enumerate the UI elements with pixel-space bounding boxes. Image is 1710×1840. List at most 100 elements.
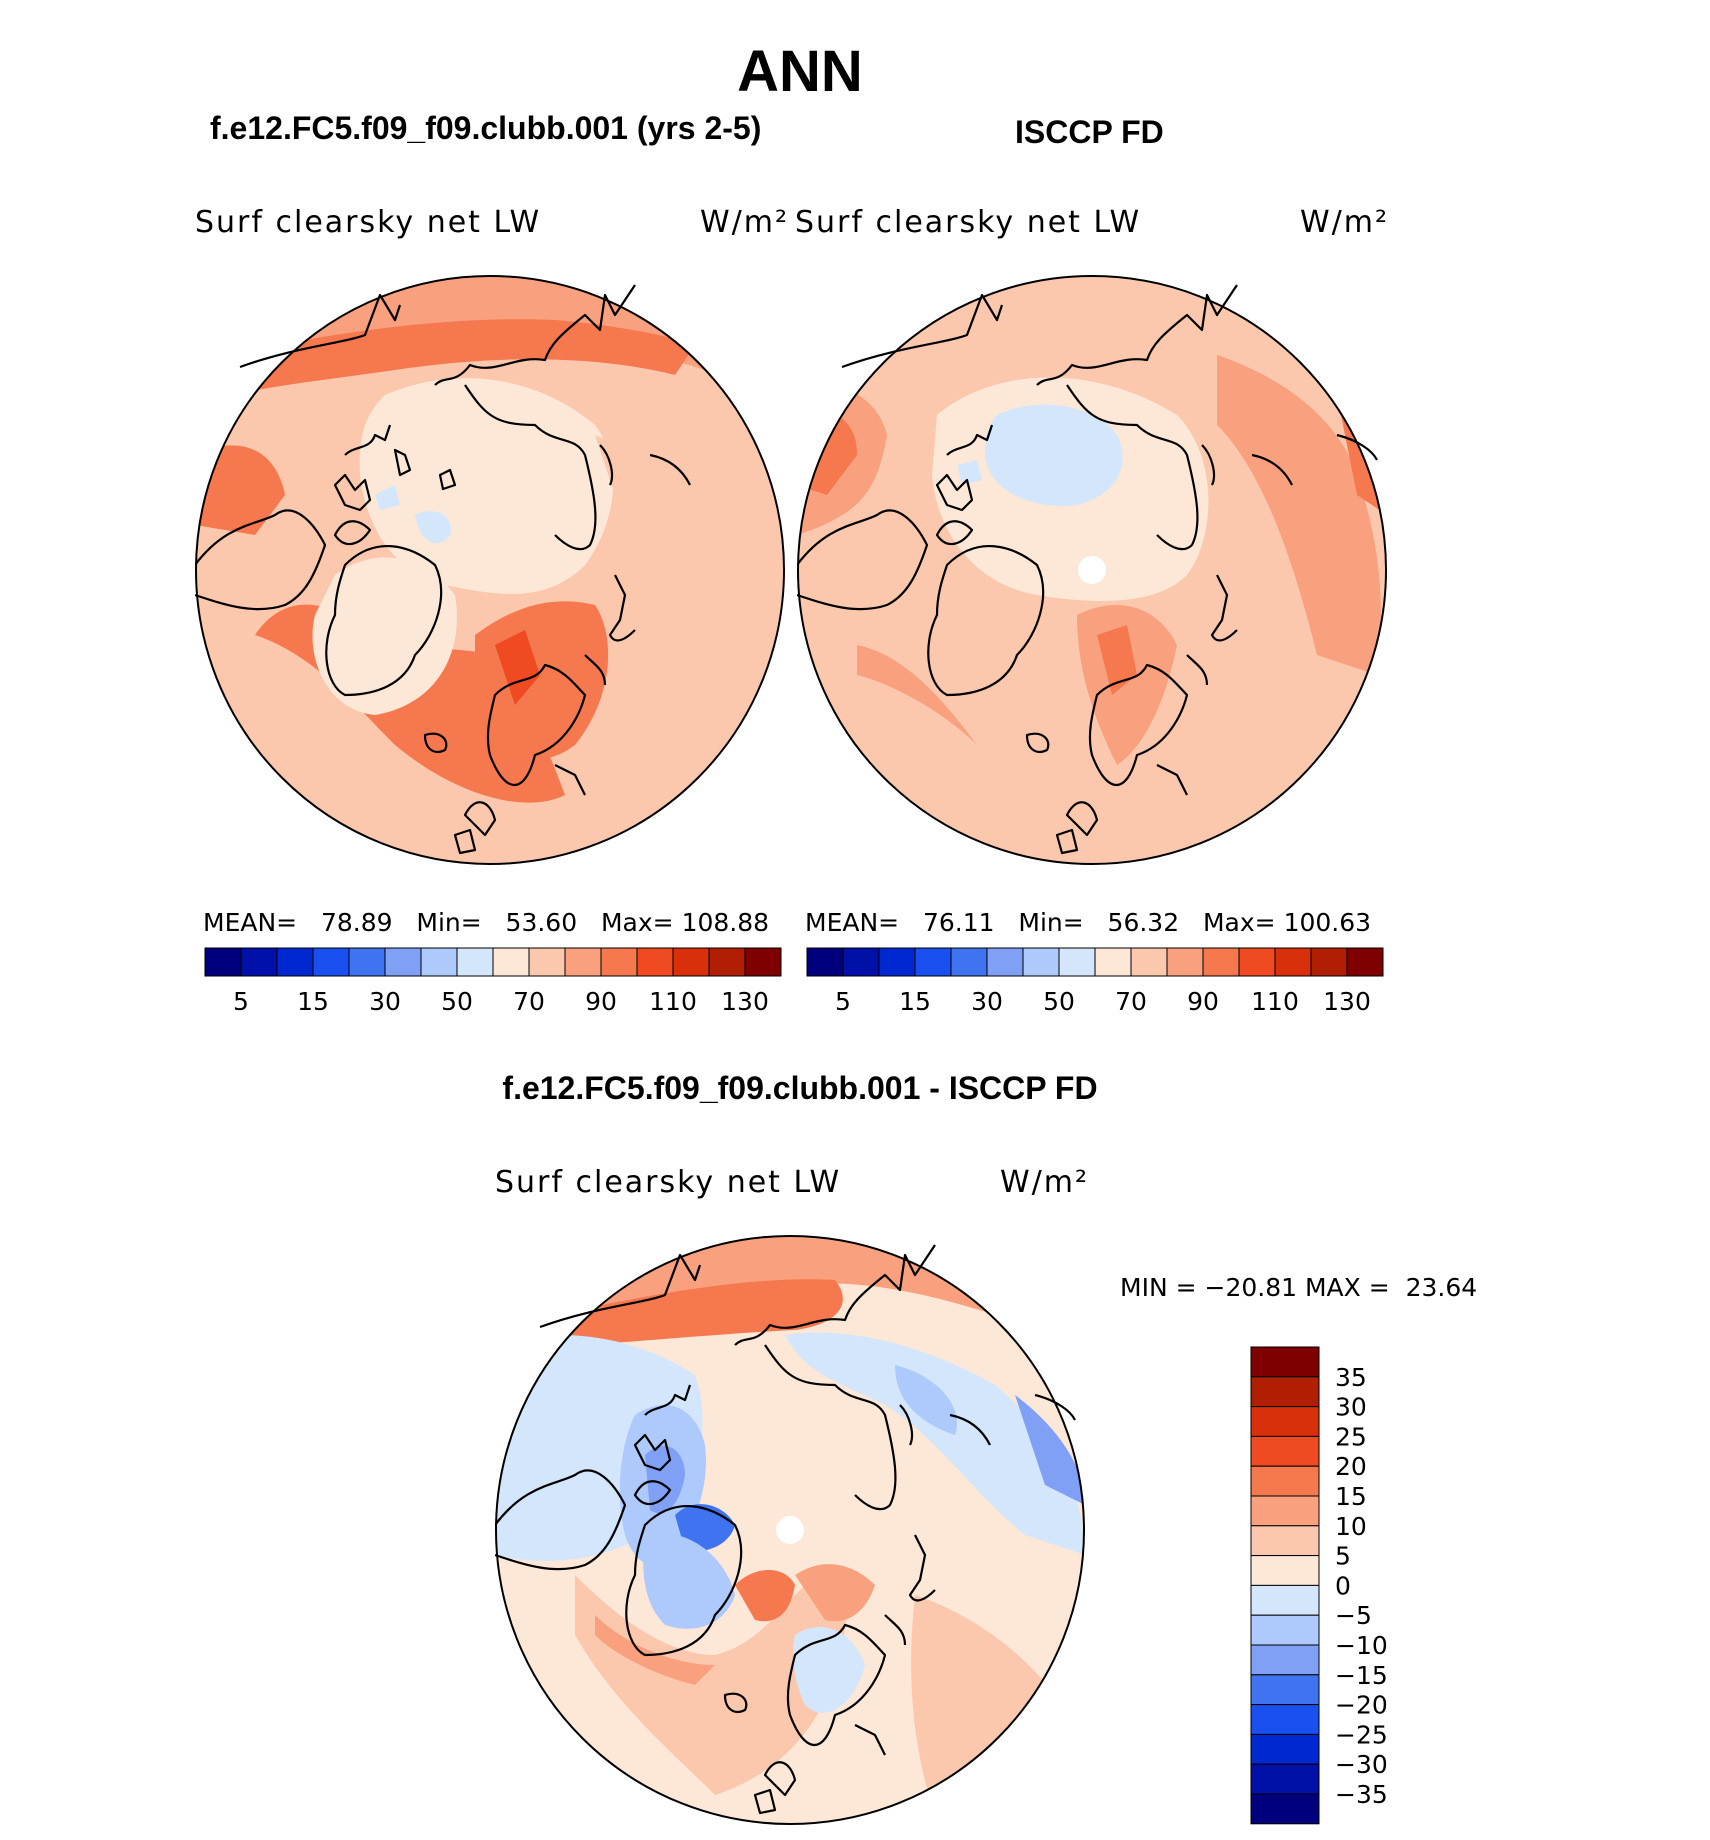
- case-title: f.e12.FC5.f09_f09.clubb.001 (yrs 2-5): [210, 110, 762, 146]
- diff-variable-label: Surf clearsky net LW: [495, 1165, 842, 1200]
- diff-colorbar-swatch: [1250, 1644, 1320, 1676]
- model-colorbar-swatch: [744, 947, 782, 977]
- obs-mean-value: 76.11: [922, 908, 995, 937]
- diff-colorbar-tick-label: 30: [1335, 1393, 1367, 1422]
- diff-colorbar-tick-label: −25: [1335, 1720, 1388, 1749]
- model-colorbar-tick-label: 110: [649, 987, 697, 1016]
- model-colorbar-tick-label: 90: [585, 987, 617, 1016]
- obs-colorbar-swatch: [1166, 947, 1204, 977]
- obs-colorbar-swatch: [878, 947, 916, 977]
- diff-colorbar-swatch: [1250, 1793, 1320, 1825]
- diff-polar-map: [495, 1235, 1085, 1825]
- obs-stats: MEAN= 76.11 Min= 56.32 Max= 100.63: [805, 908, 1371, 937]
- model-colorbar-tick-label: 70: [513, 987, 545, 1016]
- diff-colorbar-swatch: [1250, 1435, 1320, 1467]
- diff-colorbar-swatch: [1250, 1406, 1320, 1437]
- model-colorbar-tick-label: 5: [233, 987, 249, 1016]
- obs-colorbar-tick-label: 5: [835, 987, 851, 1016]
- obs-colorbar-tick-label: 90: [1187, 987, 1219, 1016]
- season-title: ANN: [737, 39, 863, 104]
- model-mean-value: 78.89: [320, 908, 393, 937]
- obs-max-label: Max=: [1202, 908, 1276, 937]
- obs-max-value: 100.63: [1283, 908, 1372, 937]
- diff-colorbar-swatch: [1250, 1614, 1320, 1646]
- obs-colorbar-swatch: [1346, 947, 1384, 977]
- obs-colorbar-swatch: [1274, 947, 1312, 977]
- obs-units-label: W/m²: [1300, 205, 1390, 240]
- diff-colorbar-tick-label: 10: [1335, 1512, 1367, 1541]
- model-colorbar-tick-label: 15: [297, 987, 329, 1016]
- diff-colorbar-swatch: [1250, 1674, 1320, 1706]
- model-colorbar-swatch: [276, 947, 314, 977]
- obs-colorbar-swatch: [842, 947, 880, 977]
- obs-colorbar: 5 15 30 50 70 90 110 130: [806, 947, 1384, 1016]
- diff-colorbar-tick-label: 25: [1335, 1422, 1367, 1451]
- obs-colorbar-swatch: [1058, 947, 1096, 977]
- obs-colorbar-swatch: [914, 947, 952, 977]
- model-variable-label: Surf clearsky net LW: [195, 205, 542, 240]
- obs-colorbar-swatch: [1094, 947, 1132, 977]
- model-colorbar: 5 15 30 50 70 90 110 130: [204, 947, 782, 1016]
- model-colorbar-swatch: [240, 947, 278, 977]
- obs-min-label: Min=: [1018, 908, 1084, 937]
- diff-colorbar-swatch: [1250, 1555, 1320, 1586]
- diff-units-label: W/m²: [1000, 1165, 1090, 1200]
- model-units-label: W/m²: [700, 205, 790, 240]
- diff-colorbar-tick-label: −35: [1335, 1780, 1388, 1809]
- diff-colorbar-swatch: [1250, 1704, 1320, 1735]
- obs-colorbar-swatch: [986, 947, 1024, 977]
- diff-colorbar-tick-label: 35: [1335, 1363, 1367, 1392]
- model-colorbar-swatch: [312, 947, 350, 977]
- obs-colorbar-swatch: [1202, 947, 1240, 977]
- diff-colorbar-tick-label: 0: [1335, 1571, 1351, 1600]
- model-colorbar-swatch: [204, 947, 242, 977]
- diff-colorbar-tick-label: −15: [1335, 1661, 1388, 1690]
- obs-colorbar-swatch: [1310, 947, 1348, 977]
- model-min-label: Min=: [416, 908, 482, 937]
- model-colorbar-swatch: [456, 947, 494, 977]
- model-max-value: 108.88: [681, 908, 770, 937]
- obs-colorbar-tick-label: 30: [971, 987, 1003, 1016]
- model-colorbar-swatch: [384, 947, 422, 977]
- diff-colorbar-tick-label: −20: [1335, 1691, 1388, 1720]
- model-stats: MEAN= 78.89 Min= 53.60 Max= 108.88: [203, 908, 769, 937]
- diff-colorbar-swatch: [1250, 1763, 1320, 1795]
- model-max-label: Max=: [600, 908, 674, 937]
- model-colorbar-swatch: [492, 947, 530, 977]
- diff-colorbar-swatch: [1250, 1584, 1320, 1616]
- model-mean-label: MEAN=: [203, 908, 298, 937]
- diff-max-label: MAX =: [1304, 1273, 1390, 1302]
- obs-colorbar-swatch: [1238, 947, 1276, 977]
- diff-colorbar-tick-label: −30: [1335, 1750, 1388, 1779]
- obs-colorbar-tick-label: 15: [899, 987, 931, 1016]
- model-colorbar-tick-label: 130: [721, 987, 769, 1016]
- model-colorbar-swatch: [564, 947, 602, 977]
- model-colorbar-tick-label: 50: [441, 987, 473, 1016]
- diff-colorbar-tick-label: 5: [1335, 1542, 1351, 1571]
- obs-colorbar-swatch: [806, 947, 844, 977]
- obs-colorbar-swatch: [1022, 947, 1060, 977]
- obs-colorbar-tick-label: 50: [1043, 987, 1075, 1016]
- obs-title: ISCCP FD: [1015, 114, 1164, 150]
- obs-colorbar-swatch: [1130, 947, 1168, 977]
- model-colorbar-swatch: [636, 947, 674, 977]
- model-colorbar-swatch: [600, 947, 638, 977]
- obs-polar-map: [797, 275, 1387, 865]
- obs-colorbar-tick-label: 130: [1323, 987, 1371, 1016]
- diff-colorbar-tick-label: −10: [1335, 1631, 1388, 1660]
- diff-colorbar-swatch: [1250, 1733, 1320, 1765]
- diff-title: f.e12.FC5.f09_f09.clubb.001 - ISCCP FD: [502, 1070, 1098, 1106]
- model-polar-map: [195, 275, 785, 865]
- obs-colorbar-swatch: [950, 947, 988, 977]
- diff-colorbar-swatch: [1250, 1346, 1320, 1378]
- diff-colorbar-swatch: [1250, 1376, 1320, 1408]
- diff-colorbar-swatch: [1250, 1525, 1320, 1557]
- diff-min-label: MIN =: [1120, 1273, 1197, 1302]
- model-min-value: 53.60: [505, 908, 578, 937]
- obs-min-value: 56.32: [1107, 908, 1180, 937]
- diff-colorbar-tick-label: 15: [1335, 1482, 1367, 1511]
- model-colorbar-tick-label: 30: [369, 987, 401, 1016]
- diff-colorbar-swatch: [1250, 1495, 1320, 1527]
- model-colorbar-swatch: [528, 947, 566, 977]
